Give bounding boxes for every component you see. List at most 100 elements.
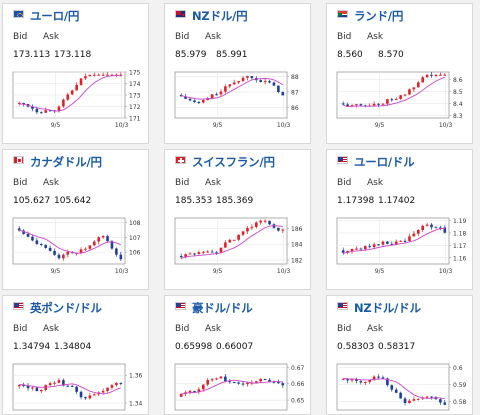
rate-card[interactable]: カナダドル/円 Bid Ask 105.627 105.642 108 107 106 9/5 1… bbox=[2, 149, 149, 290]
ask-label: Ask bbox=[43, 324, 60, 334]
currency-pair-name[interactable]: カナダドル/円 bbox=[30, 155, 102, 169]
ask-label: Ask bbox=[43, 32, 60, 42]
candle-body bbox=[97, 237, 101, 242]
currency-pair-name[interactable]: ランド/円 bbox=[354, 9, 404, 23]
card-title[interactable]: スイスフラン/円 bbox=[165, 154, 310, 169]
candle-body bbox=[84, 76, 87, 79]
candle-body bbox=[377, 376, 380, 378]
candle-body bbox=[17, 102, 21, 104]
y-tick-label: 175 bbox=[129, 70, 141, 77]
price-chart[interactable]: 1.19 1.18 1.17 1.16 9/5 10/3 bbox=[327, 212, 472, 278]
candle-body bbox=[197, 102, 201, 104]
candle-body bbox=[430, 224, 433, 228]
card-title[interactable]: ランド/円 bbox=[327, 8, 472, 23]
candle-body bbox=[88, 74, 92, 77]
candle-body bbox=[66, 252, 70, 255]
card-title[interactable]: ユーロ/円 bbox=[3, 8, 148, 23]
x-tick-label: 10/3 bbox=[277, 122, 291, 129]
y-tick-label: 1.18 bbox=[453, 230, 467, 237]
candle-body bbox=[184, 96, 187, 99]
price-chart[interactable]: 0.6 0.59 0.58 bbox=[327, 358, 472, 415]
candle-body bbox=[237, 382, 240, 384]
candle-body bbox=[57, 380, 61, 383]
candle-body bbox=[272, 82, 276, 86]
candle-body bbox=[224, 376, 227, 382]
y-tick-label: 173 bbox=[129, 93, 141, 100]
y-tick-label: 86 bbox=[291, 105, 299, 112]
card-title[interactable]: ユーロ/ドル bbox=[327, 154, 472, 169]
candle-body bbox=[101, 74, 105, 76]
card-title[interactable]: NZドル/円 bbox=[165, 8, 310, 23]
y-tick-label: 106 bbox=[129, 250, 141, 257]
bid-value: 185.353 bbox=[175, 196, 213, 206]
card-title[interactable]: 豪ドル/ドル bbox=[165, 300, 310, 315]
rate-card[interactable]: NZドル/円 Bid Ask 85.979 85.991 88 87 86 9/5 10/3 bbox=[164, 3, 311, 144]
candle-body bbox=[115, 248, 118, 255]
bid-value: 8.560 bbox=[337, 50, 363, 60]
currency-pair-name[interactable]: 英ポンド/ドル bbox=[30, 301, 102, 315]
card-title[interactable]: カナダドル/円 bbox=[3, 154, 148, 169]
price-chart[interactable]: 186 184 182 9/5 10/3 bbox=[165, 212, 310, 278]
rate-card[interactable]: ユーロ/円 Bid Ask 173.113 173.118 175 174 173 172 171… bbox=[2, 3, 149, 144]
candle-body bbox=[372, 103, 376, 106]
bid-label: Bid bbox=[175, 324, 190, 334]
price-chart[interactable]: 8.6 8.5 8.4 8.3 9/5 10/3 bbox=[327, 66, 472, 132]
candle-body bbox=[22, 230, 25, 234]
ask-value: 105.642 bbox=[54, 196, 92, 206]
candle-body bbox=[53, 250, 56, 255]
rate-card[interactable]: ユーロ/ドル Bid Ask 1.17398 1.17402 1.19 1.18 1.17 1.… bbox=[326, 149, 473, 290]
price-chart[interactable]: 0.67 0.66 0.65 bbox=[165, 358, 310, 415]
candle-body bbox=[193, 390, 196, 392]
candle-body bbox=[31, 106, 34, 109]
price-chart[interactable]: 175 174 173 172 171 9/5 10/3 bbox=[3, 66, 148, 132]
rate-card[interactable]: 豪ドル/ドル Bid Ask 0.65998 0.66007 0.67 0.66 0.65 bbox=[164, 295, 311, 415]
candle-body bbox=[232, 82, 236, 85]
bid-value: 0.58303 bbox=[337, 342, 375, 352]
currency-pair-name[interactable]: ユーロ/円 bbox=[30, 9, 80, 23]
price-chart[interactable]: 1.36 1.34 bbox=[3, 358, 148, 415]
y-tick-label: 182 bbox=[291, 258, 303, 265]
candle-body bbox=[232, 239, 236, 241]
bid-label: Bid bbox=[337, 178, 352, 188]
candle-body bbox=[84, 248, 87, 250]
currency-pair-name[interactable]: スイスフラン/円 bbox=[192, 155, 275, 169]
bid-label: Bid bbox=[13, 178, 28, 188]
card-title[interactable]: 英ポンド/ドル bbox=[3, 300, 148, 315]
candle-body bbox=[416, 230, 420, 234]
candle-body bbox=[228, 84, 232, 87]
candle-body bbox=[224, 86, 227, 92]
bid-label: Bid bbox=[13, 324, 28, 334]
price-chart[interactable]: 88 87 86 9/5 10/3 bbox=[165, 66, 310, 132]
candle-body bbox=[84, 397, 87, 399]
ca-flag-icon bbox=[13, 156, 24, 164]
candle-body bbox=[363, 246, 367, 250]
y-tick-label: 107 bbox=[129, 235, 141, 242]
y-tick-label: 0.65 bbox=[291, 398, 305, 405]
x-tick-label: 10/3 bbox=[439, 122, 453, 129]
candle-body bbox=[394, 241, 398, 245]
price-chart[interactable]: 108 107 106 9/5 10/3 bbox=[3, 212, 148, 278]
y-tick-label: 88 bbox=[291, 74, 299, 81]
y-tick-label: 0.6 bbox=[453, 365, 463, 372]
currency-pair-name[interactable]: 豪ドル/ドル bbox=[192, 301, 253, 315]
bid-label: Bid bbox=[337, 324, 352, 334]
candle-body bbox=[372, 376, 376, 380]
currency-pair-name[interactable]: ユーロ/ドル bbox=[354, 155, 415, 169]
candle-body bbox=[439, 227, 442, 229]
bid-label: Bid bbox=[175, 32, 190, 42]
candle-body bbox=[215, 252, 218, 254]
candle-body bbox=[31, 387, 34, 389]
candle-body bbox=[359, 381, 363, 383]
currency-pair-name[interactable]: NZドル/円 bbox=[192, 9, 248, 23]
rate-card[interactable]: ランド/円 Bid Ask 8.560 8.570 8.6 8.5 8.4 8.3 9/5 10/3 bbox=[326, 3, 473, 144]
currency-pair-name[interactable]: NZドル/ドル bbox=[354, 301, 421, 315]
nz-us-flag-icon bbox=[337, 302, 348, 310]
y-tick-label: 0.66 bbox=[291, 381, 305, 388]
card-title[interactable]: NZドル/ドル bbox=[327, 300, 472, 315]
rate-card[interactable]: スイスフラン/円 Bid Ask 185.353 185.369 186 184 182 9/5… bbox=[164, 149, 311, 290]
rate-card[interactable]: 英ポンド/ドル Bid Ask 1.34794 1.34804 1.36 1.34 bbox=[2, 295, 149, 415]
rate-card[interactable]: NZドル/ドル Bid Ask 0.58303 0.58317 0.6 0.59 0.58 bbox=[326, 295, 473, 415]
y-tick-label: 108 bbox=[129, 220, 141, 227]
candle-body bbox=[368, 246, 372, 248]
candle-body bbox=[17, 385, 21, 387]
